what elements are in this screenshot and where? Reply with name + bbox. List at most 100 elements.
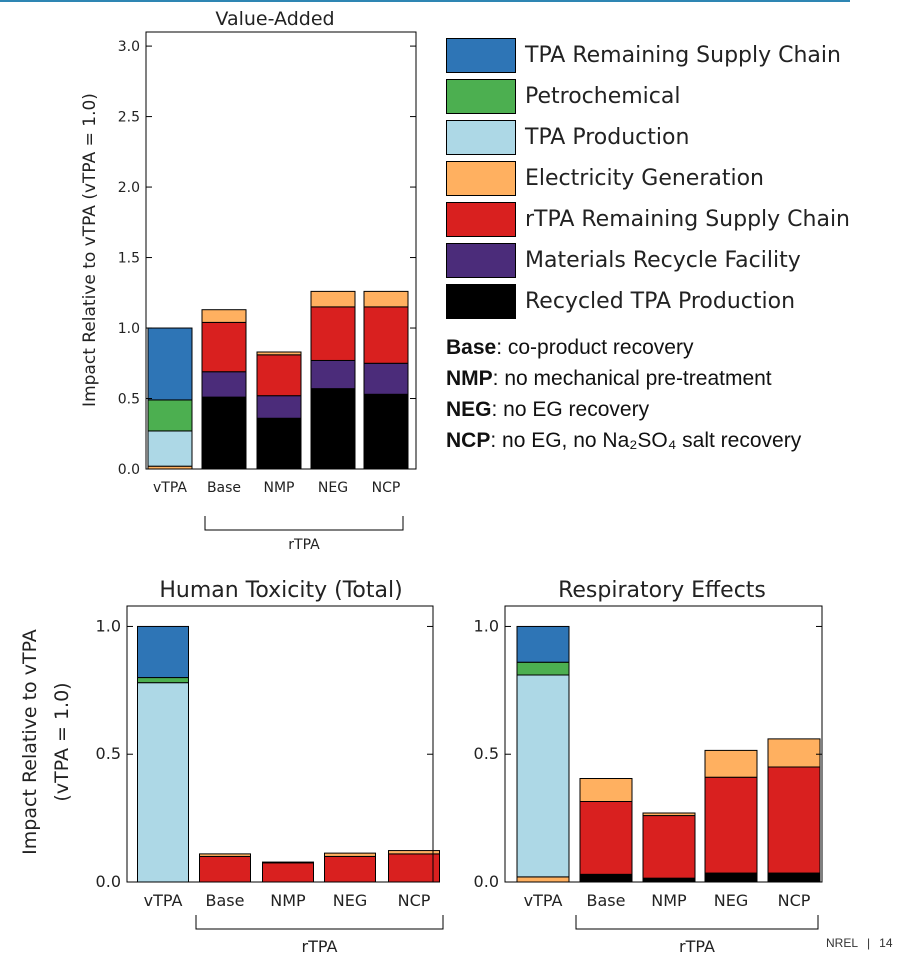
group-label: rTPA <box>288 537 320 553</box>
x-tick-label: NCP <box>372 480 401 496</box>
legend-item: Recycled TPA Production <box>446 281 850 322</box>
y-tick-label: 1.5 <box>118 251 140 267</box>
legend-label: rTPA Remaining Supply Chain <box>525 207 851 232</box>
legend: TPA Remaining Supply Chain Petrochemical T… <box>446 35 850 322</box>
bar-segment <box>262 861 314 864</box>
header-rule <box>0 0 850 2</box>
x-tick-label: NEG <box>333 891 367 910</box>
y-tick-label: 0.5 <box>474 744 499 763</box>
legend-item: TPA Production <box>446 117 850 158</box>
bar-segment <box>137 625 189 679</box>
x-tick-label: NEG <box>318 480 348 496</box>
bar-segment <box>642 815 696 879</box>
bar-segment <box>310 388 356 470</box>
group-bracket <box>204 516 404 531</box>
bar-segment <box>767 738 821 768</box>
legend-item: Electricity Generation <box>446 158 850 199</box>
chart-title: Human Toxicity (Total) <box>159 578 402 603</box>
y-tick-label: 2.0 <box>118 180 140 196</box>
bar-segment <box>201 396 247 470</box>
bar-segment <box>201 371 247 398</box>
page-number: 14 <box>879 936 893 950</box>
scenario-note: NEG: no EG recovery <box>446 398 801 429</box>
bar-segment <box>256 417 302 470</box>
y-tick-label: 1.0 <box>96 616 121 635</box>
bar-segment <box>310 359 356 390</box>
legend-swatch <box>446 161 516 196</box>
bar-segment <box>147 430 193 467</box>
x-tick-label: Base <box>587 891 626 910</box>
bar-segment <box>642 812 696 817</box>
y-tick-label: 0.0 <box>96 872 121 891</box>
bar-segment <box>147 327 193 401</box>
bar-segment <box>363 362 409 395</box>
bar-segment <box>256 354 302 397</box>
x-tick-label: Base <box>206 891 245 910</box>
x-tick-label: Base <box>207 480 241 496</box>
bar-segment <box>388 850 440 855</box>
bar-segment <box>199 853 251 857</box>
legend-item: Petrochemical <box>446 76 850 117</box>
bar-segment <box>516 661 570 676</box>
y-tick-label: 0.0 <box>474 872 499 891</box>
legend-swatch <box>446 79 516 114</box>
scenario-term: NCP <box>446 429 491 452</box>
bar-segment <box>199 855 251 883</box>
group-label: rTPA <box>679 937 715 956</box>
bar-segment <box>767 766 821 874</box>
bar-segment <box>137 682 189 883</box>
legend-item: TPA Remaining Supply Chain <box>446 35 850 76</box>
bar-segment <box>579 778 633 802</box>
bar-segment <box>256 395 302 419</box>
scenario-term: NEG <box>446 398 492 421</box>
legend-label: Recycled TPA Production <box>525 289 796 314</box>
bar-segment <box>201 321 247 373</box>
bar-segment <box>310 306 356 361</box>
chart-panel: Respiratory Effects 0.0 0.5 1.0 vTPA Base NMP N… <box>474 578 823 956</box>
scenario-description: : co-product recovery <box>496 336 694 359</box>
bar-segment <box>516 674 570 878</box>
footer: NREL | 14 <box>826 936 893 950</box>
bar-segment <box>324 855 376 883</box>
legend-swatch <box>446 243 516 278</box>
x-tick-label: vTPA <box>144 891 183 910</box>
bar-segment <box>388 853 440 883</box>
y-tick-label: 1.0 <box>474 616 499 635</box>
x-tick-label: NCP <box>778 891 811 910</box>
x-tick-label: NMP <box>651 891 687 910</box>
footer-separator: | <box>867 936 871 950</box>
scenario-description: : no mechanical pre-treatment <box>492 367 772 390</box>
y-tick-label: 0.0 <box>118 462 140 478</box>
bar-segment <box>579 873 633 883</box>
y-axis-label: Impact Relative to vTPA (vTPA = 1.0) <box>80 93 100 407</box>
legend-label: TPA Production <box>525 125 690 150</box>
plot-frame <box>126 605 434 883</box>
bar-segment <box>363 393 409 470</box>
bar-segment <box>704 749 758 778</box>
bar-segment <box>262 862 314 883</box>
scenario-notes: Base: co-product recovery NMP: no mechani… <box>446 336 801 460</box>
bar-segment <box>767 872 821 883</box>
y-tick-label: 0.5 <box>96 744 121 763</box>
bar-segment <box>137 677 189 684</box>
x-tick-label: NCP <box>398 891 431 910</box>
scenario-note: NMP: no mechanical pre-treatment <box>446 367 801 398</box>
y-tick-label: 2.5 <box>118 110 140 126</box>
scenario-note: NCP: no EG, no Na₂SO₄ salt recovery <box>446 429 801 460</box>
legend-label: Electricity Generation <box>525 166 765 191</box>
chart-panel: Value-Added 0.0 0.5 1.0 1.5 2.0 2.5 3.0 vTPA Base… <box>80 8 417 553</box>
scenario-note: Base: co-product recovery <box>446 336 801 367</box>
plot-frame <box>145 31 417 470</box>
chart-panel: Human Toxicity (Total) 0.0 0.5 1.0 vTPA Base N… <box>19 578 444 956</box>
bar-segment <box>704 776 758 874</box>
chart-title: Value-Added <box>215 8 334 30</box>
bar-segment <box>324 852 376 857</box>
scenario-term: Base <box>446 336 497 359</box>
legend-swatch <box>446 38 516 73</box>
legend-swatch <box>446 120 516 155</box>
scenario-description: : no EG recovery <box>491 398 650 421</box>
bar-segment <box>363 290 409 308</box>
x-tick-label: NMP <box>264 480 295 496</box>
scenario-description: : no EG, no Na₂SO₄ salt recovery <box>490 429 802 452</box>
